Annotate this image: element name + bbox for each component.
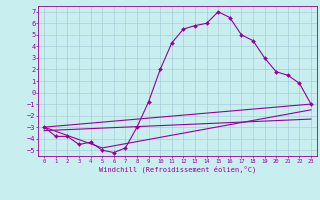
X-axis label: Windchill (Refroidissement éolien,°C): Windchill (Refroidissement éolien,°C) xyxy=(99,165,256,173)
